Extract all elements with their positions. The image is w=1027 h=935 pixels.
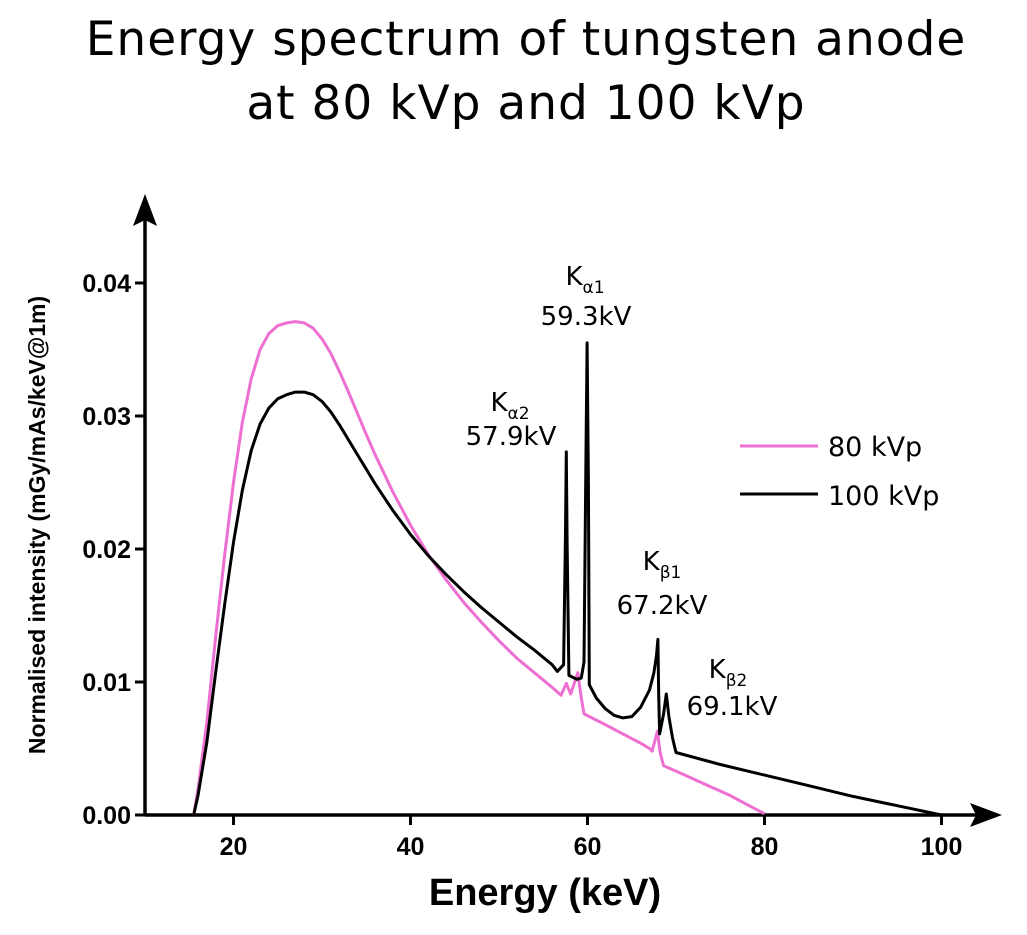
y-tick-label: 0.00 (82, 802, 131, 830)
annotation-ka1-symbol: K (565, 262, 583, 292)
annotation-kb1-subscript: β1 (660, 563, 682, 583)
annotation-kb2-value: 69.1kV (687, 692, 778, 722)
x-axis-title: Energy (keV) (429, 872, 661, 914)
annotation-kb2-symbol: K (709, 655, 727, 685)
x-tick-label: 100 (921, 833, 963, 861)
series-group (192, 320, 942, 817)
x-tick-label: 40 (397, 833, 425, 861)
y-axis-arrow-icon (133, 194, 157, 226)
annotation-kb1-value: 67.2kV (617, 591, 708, 621)
chart-title-line-2: at 80 kVp and 100 kVp (246, 76, 806, 131)
y-tick-label: 0.02 (82, 536, 131, 564)
peak-annotations: Kα2 57.9kV Kα1 59.3kV Kβ1 67.2kV Kβ2 69.… (466, 262, 778, 722)
x-tick-label: 20 (220, 833, 248, 861)
annotation-ka1-label: Kα1 (565, 262, 604, 298)
x-tick-label: 80 (751, 833, 779, 861)
series-line-100kvp (192, 341, 942, 817)
annotation-ka1-subscript: α1 (583, 278, 605, 298)
annotation-kb1-label: Kβ1 (643, 547, 682, 583)
legend: 80 kVp 100 kVp (740, 432, 939, 512)
y-tick-label: 0.03 (82, 403, 131, 431)
annotation-ka2-symbol: K (490, 388, 508, 418)
x-axis-arrow-icon (970, 803, 1002, 827)
y-axis-title: Normalised intensity (mGy/mAs/keV@1m) (24, 296, 50, 754)
annotation-kb2-label: Kβ2 (709, 655, 748, 691)
x-ticks: 20 40 60 80 100 (220, 815, 963, 861)
annotation-ka2-label: Kα2 (490, 388, 529, 424)
chart-title-line-1: Energy spectrum of tungsten anode (85, 12, 967, 67)
legend-label-80kvp: 80 kVp (828, 432, 922, 463)
axes (133, 194, 1002, 827)
y-tick-label: 0.01 (82, 669, 131, 697)
series-line-80kvp (192, 320, 766, 816)
legend-label-100kvp: 100 kVp (828, 481, 939, 512)
annotation-ka2-subscript: α2 (508, 404, 530, 424)
annotation-ka1-value: 59.3kV (541, 302, 632, 332)
annotation-kb2-subscript: β2 (726, 671, 748, 691)
chart-title: Energy spectrum of tungsten anode at 80 … (0, 8, 1027, 136)
y-ticks: 0.00 0.01 0.02 0.03 0.04 (82, 270, 145, 830)
annotation-ka2-value: 57.9kV (466, 422, 557, 452)
y-tick-label: 0.04 (82, 270, 131, 298)
x-tick-label: 60 (574, 833, 602, 861)
annotation-kb1-symbol: K (643, 547, 661, 577)
